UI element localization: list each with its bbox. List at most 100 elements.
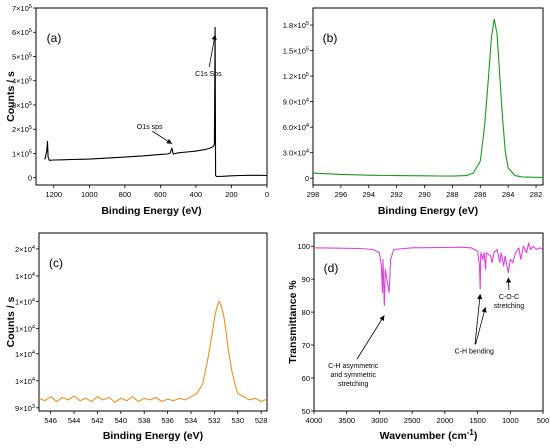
- annotation-arrow: [208, 34, 216, 67]
- x-tick-label: 296: [335, 190, 348, 199]
- x-tick-label: 544: [68, 416, 81, 425]
- y-tick-label: 1.8×105: [283, 21, 309, 30]
- y-tick-label: 4×105: [12, 77, 32, 86]
- y-tick-label: 0: [305, 174, 309, 183]
- x-tick-label: 1000: [81, 190, 98, 199]
- x-tick-label: 0: [265, 190, 269, 199]
- annotation-label: and symmetric: [330, 372, 376, 379]
- x-axis-title: Wavenumber (cm-1): [380, 428, 478, 443]
- annotation-label: C-O-C: [499, 294, 519, 301]
- y-tick-label: 1×104: [15, 350, 35, 359]
- x-axis-title: Binding Energy (eV): [103, 430, 203, 442]
- plot-frame: [38, 232, 268, 412]
- annotation-arrowhead: [477, 293, 483, 300]
- panel-b: 298 296 294 292 290 288 286 284 282 0 3.0×104 6.0×1…: [283, 7, 544, 217]
- series-line: [39, 300, 267, 403]
- y-tick-label: 1×104: [15, 297, 35, 306]
- plot-frame: [313, 232, 544, 412]
- y-tick-label: 5×105: [12, 52, 32, 61]
- x-tick-label: 542: [91, 416, 104, 425]
- y-tick-label: 1×104: [15, 377, 35, 386]
- y-tick-label: 60: [302, 374, 310, 383]
- y-axis-title: Counts / s: [5, 296, 17, 347]
- annotation-arrow: [474, 293, 481, 345]
- series-line: [313, 18, 543, 178]
- annotation-label: stretching: [494, 303, 524, 310]
- y-tick-label: 1×104: [15, 272, 35, 281]
- annotation-arrowhead: [166, 138, 172, 144]
- x-tick-label: 2000: [437, 416, 454, 425]
- y-tick-label: 2×105: [12, 125, 32, 134]
- x-tick-label: 282: [530, 190, 543, 199]
- y-tick-label: 1.2×105: [283, 72, 309, 81]
- panel-c: 546 544 542 540 538 536 534 532 530 528 9×103 1×104…: [5, 232, 268, 442]
- y-tick-label: 1×104: [15, 324, 35, 333]
- y-tick-label: 6×105: [12, 28, 32, 37]
- annotation-label: O1s sps: [137, 124, 163, 131]
- x-tick-label: 284: [502, 190, 515, 199]
- annotation-arrowhead: [505, 277, 512, 283]
- annotation-arrow: [356, 315, 385, 360]
- x-tick-label: 538: [138, 416, 151, 425]
- y-tick-label: 100: [297, 242, 310, 251]
- x-axis-title: Binding Energy (eV): [101, 205, 201, 217]
- y-tick-label: 7×105: [12, 4, 32, 13]
- y-axis-title: Counts / s: [5, 71, 17, 122]
- x-tick-label: 800: [119, 190, 132, 199]
- plot-frame: [312, 7, 544, 186]
- x-tick-label: 3500: [338, 416, 355, 425]
- x-tick-label: 530: [232, 416, 245, 425]
- x-tick-label: 294: [362, 190, 375, 199]
- x-tick-label: 532: [208, 416, 221, 425]
- x-tick-label: 536: [161, 416, 174, 425]
- panel-d: 4000 3500 3000 2500 2000 1500 1000 500 50 60 70 80 9…: [287, 232, 550, 443]
- y-tick-label: 9.0×104: [283, 98, 309, 107]
- y-tick-label: 50: [302, 407, 310, 416]
- y-tick-label: 1.5×105: [283, 47, 309, 56]
- y-tick-label: 90: [302, 275, 310, 284]
- y-tick-label: 3.0×104: [283, 149, 309, 158]
- annotation-arrow: [475, 307, 486, 345]
- y-tick-label: 6.0×104: [283, 123, 309, 132]
- y-tick-label: 9×103: [15, 404, 35, 413]
- x-tick-label: 298: [307, 190, 320, 199]
- y-tick-label: 3×105: [12, 101, 32, 110]
- x-tick-label: 1000: [502, 416, 519, 425]
- series-line: [44, 26, 267, 178]
- x-tick-label: 528: [255, 416, 268, 425]
- panel-letter: (a): [47, 31, 62, 45]
- x-tick-label: 540: [115, 416, 128, 425]
- x-tick-label: 2500: [404, 416, 421, 425]
- x-tick-label: 1500: [469, 416, 486, 425]
- panel-letter: (b): [323, 31, 338, 45]
- y-tick-label: 1×105: [12, 149, 32, 158]
- x-tick-label: 400: [190, 190, 203, 199]
- x-tick-label: 600: [154, 190, 167, 199]
- y-tick-label: 0: [28, 174, 32, 183]
- y-tick-label: 2×104: [15, 245, 35, 254]
- plot-frame: [35, 7, 268, 186]
- panel-letter: (c): [49, 256, 63, 270]
- y-tick-label: 80: [302, 308, 310, 317]
- annotation-arrowhead: [481, 307, 487, 313]
- x-tick-label: 292: [390, 190, 403, 199]
- x-tick-label: 288: [446, 190, 459, 199]
- x-tick-label: 3000: [371, 416, 388, 425]
- annotation-label: C1s Sps: [195, 71, 222, 78]
- y-axis-title: Transmittance %: [287, 280, 299, 364]
- x-tick-label: 1200: [45, 190, 62, 199]
- panel-letter: (d): [324, 261, 339, 275]
- x-axis-title: Binding Energy (eV): [378, 205, 478, 217]
- annotation-arrowhead: [211, 34, 217, 41]
- x-tick-label: 4000: [306, 416, 323, 425]
- x-tick-label: 546: [44, 416, 57, 425]
- annotation-label: C-H bending: [455, 348, 494, 355]
- panel-a: 1200 1000 800 600 400 200 0 0 1×105 2×105 3×105 4×1…: [5, 4, 269, 217]
- x-tick-label: 500: [537, 416, 550, 425]
- annotation-label: C-H asymmetric: [328, 363, 379, 370]
- y-tick-label: 70: [302, 341, 310, 350]
- series-line: [314, 242, 543, 307]
- x-tick-label: 290: [418, 190, 431, 199]
- annotation-arrowhead: [379, 315, 385, 322]
